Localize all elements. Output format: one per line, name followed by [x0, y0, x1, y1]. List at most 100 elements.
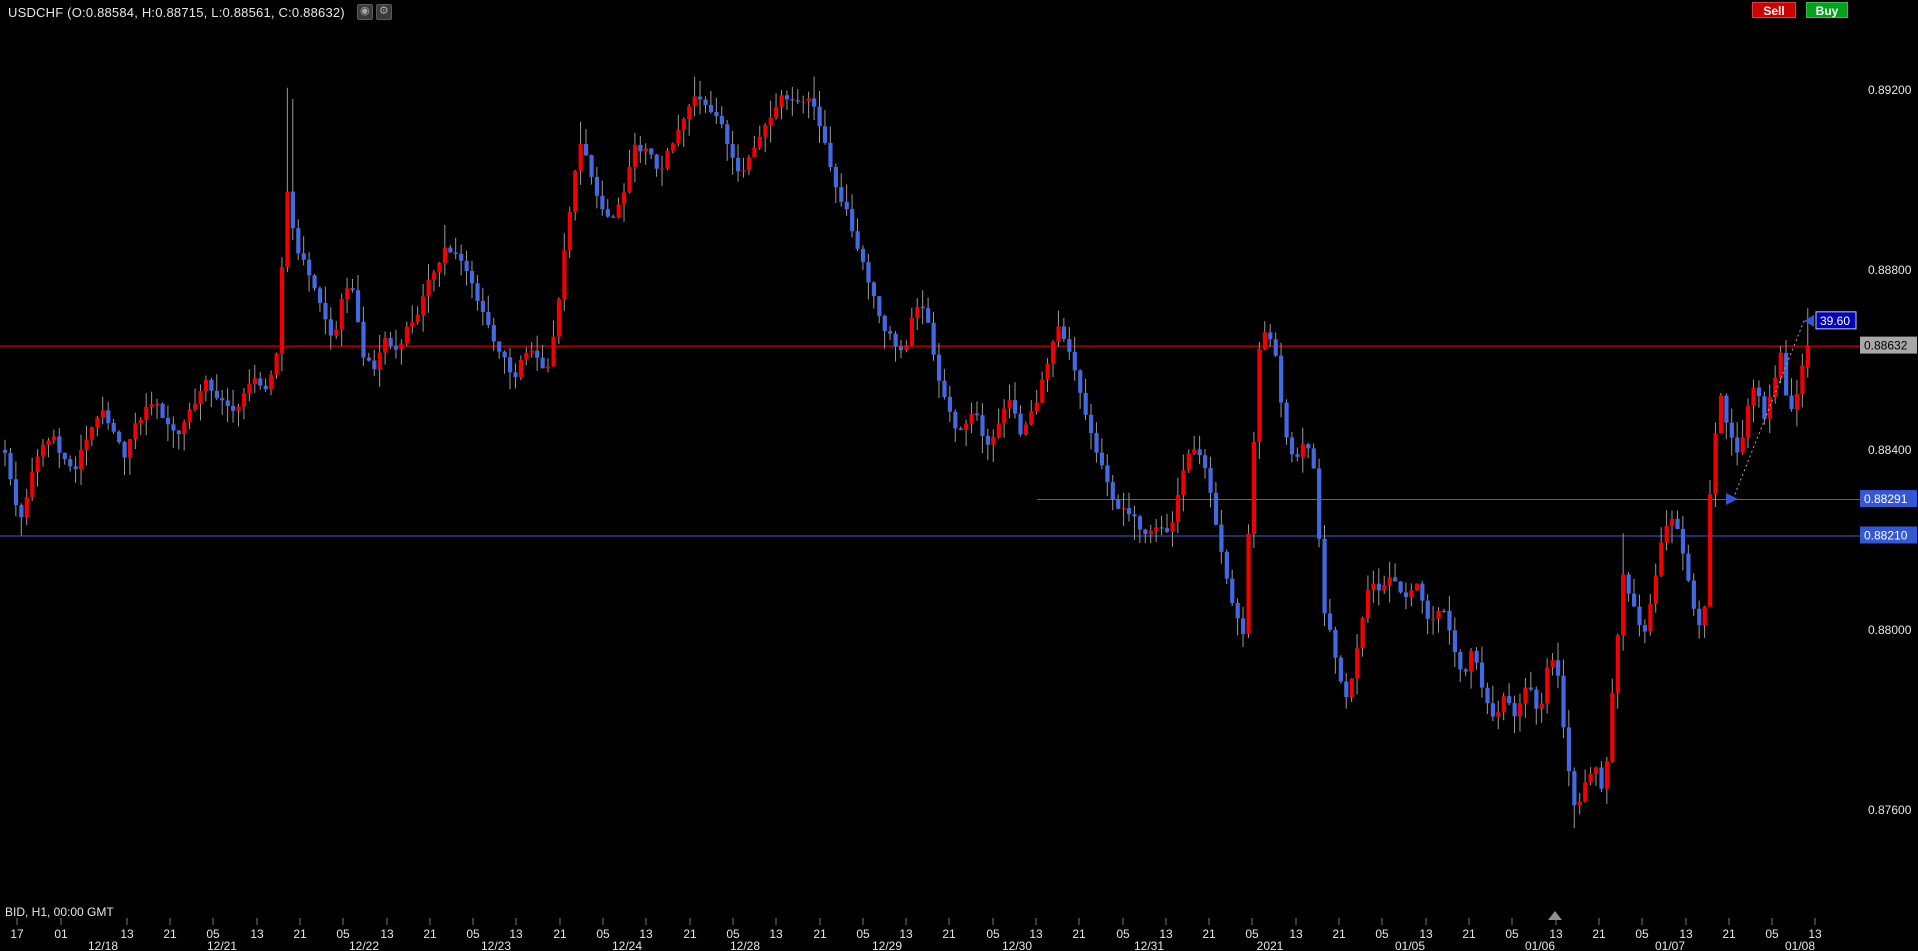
current-price-level-tag[interactable]	[1860, 336, 1917, 354]
candle-body	[1344, 681, 1349, 698]
hour-label: 05	[726, 927, 740, 941]
candle-body	[1528, 687, 1534, 690]
candle-body	[638, 144, 643, 152]
candle-body	[1588, 773, 1593, 783]
date-label: 2021	[1257, 939, 1284, 951]
candle-body	[182, 422, 187, 434]
candle-body	[931, 322, 936, 355]
candle-body	[774, 107, 779, 118]
candle-body	[1398, 581, 1403, 593]
support-level-88210-tag[interactable]	[1860, 526, 1917, 544]
candle-body	[475, 283, 480, 301]
candle-body	[926, 308, 931, 323]
candle-body	[877, 296, 882, 316]
candle-body	[209, 379, 214, 391]
candle-body	[1045, 363, 1050, 380]
candle-body	[1376, 583, 1381, 591]
hour-label: 21	[1072, 927, 1086, 941]
candle-body	[486, 311, 491, 326]
candle-body	[1697, 608, 1702, 626]
candle-body	[480, 300, 486, 312]
candle-body	[269, 374, 274, 390]
candle-body	[828, 142, 833, 167]
candle-body	[784, 95, 790, 100]
candle-body	[127, 439, 133, 458]
price-axis-label: 0.88000	[1868, 623, 1912, 637]
candle-body	[1469, 650, 1474, 672]
candle-body	[1479, 662, 1485, 688]
hour-label: 05	[1505, 927, 1519, 941]
candle-body	[1452, 630, 1458, 653]
candle-body	[980, 415, 985, 436]
candle-body	[1550, 660, 1555, 668]
candle-body	[763, 125, 768, 137]
candle-body	[448, 247, 453, 253]
symbol-ohlc-title: USDCHF (O:0.88584, H:0.88715, L:0.88561,…	[8, 4, 345, 20]
hour-label: 13	[1029, 927, 1043, 941]
axis-position-marker-icon	[1548, 911, 1562, 920]
candle-body	[860, 248, 866, 263]
candle-body	[719, 115, 724, 125]
candle-body	[404, 326, 410, 344]
candle-body	[1490, 703, 1496, 717]
candle-body	[1273, 339, 1278, 356]
candle-body	[279, 267, 285, 354]
candle-body	[839, 187, 844, 202]
candle-body	[752, 147, 757, 158]
gear-icon[interactable]: ⚙	[375, 4, 392, 20]
candle-body	[1175, 494, 1181, 523]
candle-body	[594, 176, 600, 196]
candle-body	[236, 406, 241, 411]
candle-body	[605, 209, 610, 217]
measure-line[interactable]	[1732, 320, 1805, 500]
candle-body	[850, 209, 855, 232]
candle-body	[985, 435, 991, 445]
candle-body	[524, 352, 529, 360]
candle-body	[133, 423, 138, 440]
candle-body	[649, 148, 654, 155]
date-label: 01/05	[1395, 939, 1425, 951]
measure-label-box[interactable]	[1815, 311, 1857, 330]
candle-body	[1241, 618, 1246, 634]
hour-label: 21	[1592, 927, 1606, 941]
candle-body	[687, 106, 692, 120]
candle-body	[1604, 761, 1610, 789]
candle-body	[1708, 494, 1713, 607]
chart-title-bar: USDCHF (O:0.88584, H:0.88715, L:0.88561,…	[8, 3, 392, 21]
candle-body	[1360, 617, 1365, 649]
candle-body	[1615, 635, 1620, 693]
candle-body	[551, 336, 556, 367]
candle-body	[388, 337, 393, 346]
hour-label: 13	[250, 927, 264, 941]
candle-body	[1034, 402, 1039, 412]
candle-body	[736, 157, 741, 172]
candle-body	[355, 290, 361, 322]
candle-body	[1507, 696, 1512, 704]
eye-icon[interactable]: ◉	[356, 4, 373, 20]
candle-body	[1762, 396, 1767, 419]
candle-body	[1083, 392, 1088, 415]
candle-body	[79, 449, 84, 469]
candle-body	[1067, 339, 1072, 352]
candle-body	[497, 341, 502, 352]
candle-body	[1425, 600, 1430, 619]
candle-body	[241, 393, 247, 407]
candle-body	[1197, 449, 1202, 456]
buy-button[interactable]: Buy	[1806, 2, 1848, 18]
candle-body	[1061, 326, 1067, 340]
candle-body	[1724, 395, 1729, 423]
measure-start-arrow-icon[interactable]	[1726, 493, 1738, 506]
candle-body	[1686, 553, 1691, 581]
candle-body	[1702, 606, 1707, 626]
candle-body	[19, 505, 24, 518]
candle-body	[1284, 402, 1289, 438]
current-price-level-tag-label: 0.88632	[1864, 339, 1908, 353]
hour-label: 13	[899, 927, 913, 941]
measure-end-arrow-icon[interactable]	[1804, 314, 1814, 327]
candle-body	[1441, 610, 1447, 613]
sell-button[interactable]: Sell	[1752, 2, 1796, 18]
candle-body	[8, 452, 13, 480]
candle-body	[431, 272, 437, 280]
support-level-88291-tag[interactable]	[1860, 490, 1917, 508]
